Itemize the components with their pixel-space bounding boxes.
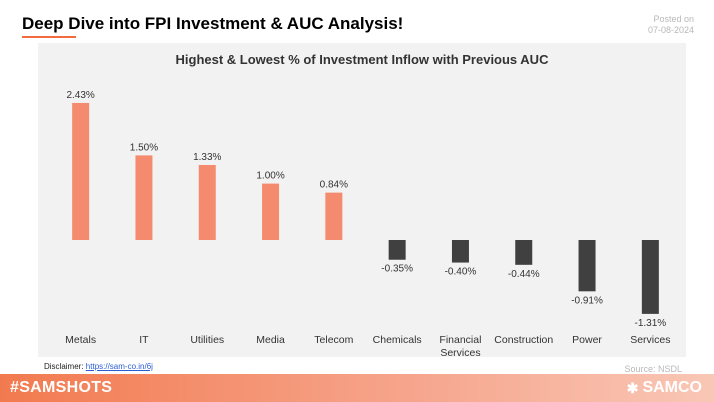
title-underline bbox=[22, 36, 76, 38]
tick-label-0: Metals bbox=[65, 334, 96, 346]
disclaimer-link[interactable]: https://sam-co.in/6j bbox=[85, 362, 153, 371]
data-label-7: -0.44% bbox=[508, 269, 540, 280]
footer-bar: #SAMSHOTS ✱ SAMCO bbox=[0, 374, 714, 402]
tick-label-2: Utilities bbox=[190, 334, 224, 346]
page-title: Deep Dive into FPI Investment & AUC Anal… bbox=[22, 14, 404, 33]
bar-7 bbox=[515, 240, 533, 265]
tick-label-9: Services bbox=[630, 334, 670, 346]
bar-9 bbox=[641, 240, 659, 314]
bar-5 bbox=[388, 240, 406, 260]
posted-date: 07-08-2024 bbox=[647, 25, 694, 35]
data-label-1: 1.50% bbox=[130, 142, 158, 153]
tick-label-4: Telecom bbox=[314, 334, 353, 346]
posted-date-block: Posted on 07-08-2024 bbox=[648, 14, 694, 36]
bar-3 bbox=[262, 183, 280, 240]
tick-label-1: IT bbox=[139, 334, 149, 346]
tick-label-3: Media bbox=[256, 334, 285, 346]
brand-logo: ✱ SAMCO bbox=[627, 379, 702, 397]
tick-label-8: Power bbox=[572, 334, 602, 346]
tick-label-5: Chemicals bbox=[373, 334, 422, 346]
data-label-3: 1.00% bbox=[256, 171, 284, 182]
bar-4 bbox=[325, 192, 343, 240]
data-label-2: 1.33% bbox=[193, 152, 221, 163]
data-label-4: 0.84% bbox=[320, 180, 348, 191]
chart-panel: Highest & Lowest % of Investment Inflow … bbox=[38, 43, 686, 357]
data-label-5: -0.35% bbox=[381, 264, 413, 275]
tick-label-6-1: Services bbox=[440, 347, 480, 357]
posted-label: Posted on bbox=[653, 14, 694, 24]
bar-0 bbox=[72, 102, 90, 240]
tick-label-7: Construction bbox=[494, 334, 553, 346]
bar-1 bbox=[135, 155, 153, 240]
data-label-8: -0.91% bbox=[571, 295, 603, 306]
hashtag: #SAMSHOTS bbox=[10, 379, 113, 396]
samco-logo-icon: ✱ bbox=[626, 379, 639, 396]
data-label-6: -0.40% bbox=[445, 267, 477, 278]
bar-8 bbox=[578, 240, 596, 292]
tick-label-6-0: Financial bbox=[439, 334, 481, 346]
source-note: Source: NSDL bbox=[624, 364, 682, 374]
data-label-0: 2.43% bbox=[66, 90, 94, 101]
disclaimer-label: Disclaimer: bbox=[44, 362, 84, 371]
disclaimer: Disclaimer: https://sam-co.in/6j bbox=[44, 362, 153, 371]
bar-2 bbox=[198, 164, 216, 240]
brand-name: SAMCO bbox=[642, 379, 702, 396]
data-label-9: -1.31% bbox=[635, 318, 667, 329]
bar-6 bbox=[451, 240, 469, 263]
bar-chart: Highest & Lowest % of Investment Inflow … bbox=[65, 52, 670, 357]
chart-title: Highest & Lowest % of Investment Inflow … bbox=[176, 52, 550, 67]
